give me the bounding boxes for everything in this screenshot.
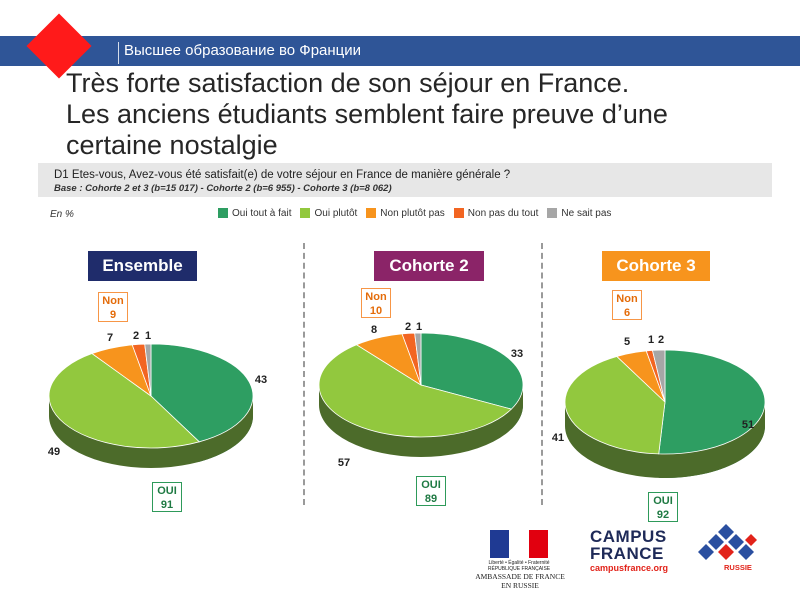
oui-label: OUI: [653, 495, 673, 507]
slice-value-label: 57: [338, 457, 350, 469]
header-separator: [118, 42, 119, 64]
slice-value-label: 43: [255, 374, 267, 386]
pie-slice: [150, 343, 254, 443]
embassy-label: AMBASSADE DE FRANCE EN RUSSIE: [462, 572, 578, 590]
non-callout: Non 6: [612, 290, 642, 320]
pie-slice: [564, 355, 666, 455]
pie-slice: [651, 349, 666, 403]
legend-label: Non pas du tout: [467, 207, 539, 219]
campus-france-url: campusfrance.org: [590, 563, 669, 573]
oui-label: OUI: [157, 485, 177, 497]
header-bar: [0, 36, 800, 66]
republique-text: Liberté • Égalité • Fraternité RÉPUBLIQU…: [487, 560, 551, 572]
legend-label: Oui tout à fait: [232, 207, 292, 219]
legend-swatch: [218, 208, 228, 218]
legend: Oui tout à fait Oui plutôt Non plutôt pa…: [218, 205, 620, 221]
title-line-3: certaine nostalgie: [66, 130, 278, 160]
pie-slice: [420, 332, 524, 410]
pie-slice: [318, 344, 513, 438]
slice-value-label: 51: [742, 419, 754, 431]
slice-value-label: 2: [133, 330, 139, 342]
embassy-line-1: AMBASSADE DE FRANCE: [475, 572, 565, 581]
panel-header-cohorte-3: Cohorte 3: [602, 251, 710, 281]
non-label: Non: [365, 291, 387, 303]
campus-france-diamond-icon: [698, 524, 757, 560]
pie-slice: [48, 353, 201, 449]
cf-line-1: CAMPUS: [590, 527, 667, 546]
slice-value-label: 7: [107, 332, 113, 344]
pie-slice: [658, 349, 766, 455]
embassy-line-2: EN RUSSIE: [501, 581, 539, 590]
pie-side-band: [319, 385, 523, 457]
non-value: 10: [369, 305, 383, 317]
pie-slice: [144, 343, 152, 397]
title-line-1: Très forte satisfaction de son séjour en…: [66, 68, 630, 98]
pie-side-band: [49, 396, 253, 468]
oui-callout: OUI 91: [152, 482, 182, 512]
flag-blue: [490, 530, 510, 558]
oui-value: 89: [424, 493, 438, 505]
pie-side-band: [565, 402, 765, 478]
non-value: 6: [623, 307, 631, 319]
flag-white: [509, 530, 529, 558]
oui-value: 91: [160, 499, 174, 511]
panel-header-ensemble: Ensemble: [88, 251, 197, 281]
question-text: D1 Etes-vous, Avez-vous été satisfait(e)…: [54, 169, 511, 181]
campus-france-logo: CAMPUS FRANCE: [590, 528, 667, 562]
slice-value-label: 1: [145, 330, 151, 342]
campus-france-russie: RUSSIE: [724, 563, 752, 572]
oui-value: 92: [656, 509, 670, 521]
oui-callout: OUI 89: [416, 476, 446, 506]
slice-value-label: 1: [416, 321, 422, 333]
legend-swatch: [300, 208, 311, 218]
non-callout: Non 10: [361, 288, 391, 318]
slice-value-label: 8: [371, 324, 377, 336]
slice-value-label: 41: [552, 432, 564, 444]
panel-header-cohorte-2: Cohorte 2: [374, 251, 484, 281]
legend-swatch: [366, 208, 377, 218]
panel-divider: [541, 243, 543, 505]
slice-value-label: 1: [648, 334, 654, 346]
legend-item: Ne sait pas: [547, 208, 611, 219]
cf-line-2: FRANCE: [590, 544, 664, 563]
question-base: Base : Cohorte 2 et 3 (b=15 017) - Cohor…: [54, 183, 392, 194]
non-value: 9: [109, 309, 117, 321]
legend-swatch: [453, 208, 464, 218]
legend-swatch: [547, 208, 558, 218]
non-label: Non: [616, 293, 638, 305]
question-box: [38, 163, 772, 197]
non-callout: Non 9: [98, 292, 128, 322]
slice-value-label: 49: [48, 446, 60, 458]
slice-value-label: 33: [511, 348, 523, 360]
legend-label: Ne sait pas: [561, 207, 612, 219]
title-line-2: Les anciens étudiants semblent faire pre…: [66, 99, 668, 129]
slice-value-label: 2: [405, 321, 411, 333]
header-title: Высшее образование во Франции: [124, 42, 362, 59]
slice-value-label: 5: [624, 336, 630, 348]
legend-item: Oui tout à fait: [218, 208, 291, 219]
pie-slice: [414, 332, 422, 386]
legend-item: Non pas du tout: [453, 207, 539, 219]
legend-label: Non plutôt pas: [380, 207, 445, 219]
legend-label: Oui plutôt: [314, 207, 358, 219]
slice-value-label: 2: [658, 334, 664, 346]
panel-divider: [303, 243, 305, 505]
flag-red: [528, 530, 548, 558]
legend-item: Non plutôt pas: [366, 208, 445, 219]
oui-callout: OUI 92: [648, 492, 678, 522]
slide-title: Très forte satisfaction de son séjour en…: [66, 68, 786, 161]
unit-label: En %: [50, 209, 74, 220]
legend-item: Oui plutôt: [300, 208, 357, 219]
republique-francaise-logo: [490, 530, 548, 558]
non-label: Non: [102, 295, 124, 307]
oui-label: OUI: [421, 479, 441, 491]
